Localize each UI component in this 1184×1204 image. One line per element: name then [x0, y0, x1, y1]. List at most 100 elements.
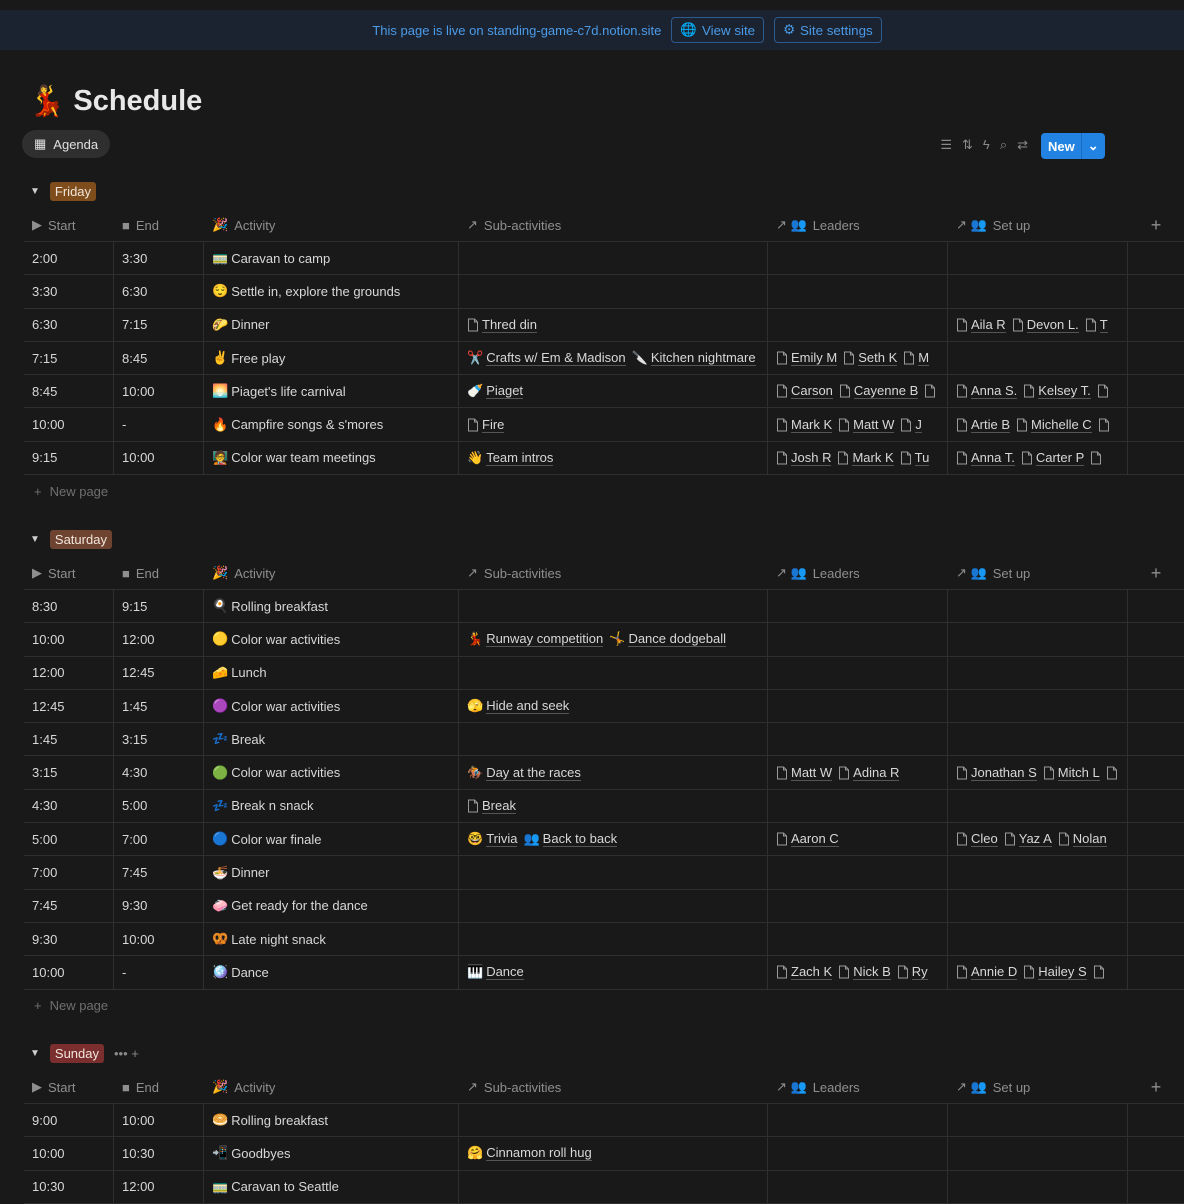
new-page-button[interactable]: + New page	[24, 475, 1184, 507]
setup-cell[interactable]	[948, 723, 1128, 756]
activity-cell[interactable]: 🌮 Dinner	[204, 308, 459, 341]
activity-title[interactable]: Break	[231, 731, 266, 747]
setup-cell[interactable]	[948, 1170, 1128, 1203]
sub-activities-cell[interactable]: 🤓 Trivia 👥 Back to back	[459, 823, 768, 856]
activity-title[interactable]: Free play	[231, 350, 286, 366]
setup-person-link[interactable]: Mitch L	[1043, 765, 1100, 781]
sub-activities-cell[interactable]: 👋 Team intros	[459, 441, 768, 475]
add-column-button[interactable]: +	[1150, 1076, 1162, 1097]
table-row[interactable]: 7:45 9:30 🧼 Get ready for the dance	[24, 889, 1184, 923]
sub-activity-link[interactable]: 💃 Runway competition	[467, 631, 604, 648]
activity-cell[interactable]: 🍳 Rolling breakfast	[204, 590, 459, 623]
leaders-cell[interactable]	[768, 689, 948, 723]
dancer-icon[interactable]: 💃	[28, 85, 66, 118]
setup-cell[interactable]	[948, 856, 1128, 889]
setup-cell[interactable]: Aila R Devon L. T	[948, 308, 1128, 341]
table-row[interactable]: 9:30 10:00 🥨 Late night snack	[24, 922, 1184, 957]
leaders-cell[interactable]: Aaron C	[768, 823, 948, 856]
table-row[interactable]: 2:00 3:30 🚃 Caravan to camp	[24, 242, 1184, 276]
sub-activities-cell[interactable]: ✂️ Crafts w/ Em & Madison 🔪 Kitchen nightma…	[459, 341, 768, 375]
end-cell[interactable]: -	[114, 956, 204, 989]
setup-person-link[interactable]	[1093, 965, 1108, 979]
column-header-end[interactable]: ■ End	[114, 1071, 204, 1103]
leader-link[interactable]: Ry	[897, 964, 928, 981]
leader-link[interactable]	[924, 384, 939, 398]
activity-title[interactable]: Break n snack	[231, 798, 314, 814]
setup-person-link[interactable]	[1098, 418, 1113, 432]
activity-title[interactable]: Goodbyes	[231, 1145, 291, 1161]
leader-link[interactable]: Aaron C	[776, 831, 839, 848]
activity-title[interactable]: Color war activities	[231, 698, 341, 714]
column-header-set-up[interactable]: ↗ 👥 Set up	[948, 557, 1128, 589]
tab-agenda[interactable]: ▦ Agenda	[22, 130, 111, 158]
sub-activity-link[interactable]: 🏇 Day at the races	[467, 765, 581, 781]
start-cell[interactable]: 6:30	[24, 308, 114, 341]
activity-title[interactable]: Campfire songs & s'mores	[231, 417, 384, 433]
activity-cell[interactable]: 🔵 Color war finale	[204, 823, 459, 856]
leaders-cell[interactable]	[768, 308, 948, 341]
column-header-activity[interactable]: 🎉 Activity	[204, 557, 459, 589]
sub-activities-cell[interactable]: 🤗 Cinnamon roll hug	[459, 1137, 768, 1170]
sub-activity-link[interactable]: Thred din	[467, 317, 537, 333]
leader-link[interactable]: Mark K	[776, 417, 833, 433]
setup-cell[interactable]	[948, 656, 1128, 689]
sub-activity-link[interactable]: 🍼 Piaget	[467, 383, 524, 400]
end-cell[interactable]: 7:45	[114, 856, 204, 889]
setup-person-link[interactable]: Jonathan S	[956, 765, 1037, 781]
leader-link[interactable]: Josh R	[776, 450, 832, 466]
leaders-cell[interactable]	[768, 922, 948, 956]
activity-cell[interactable]: 🚃 Caravan to camp	[204, 242, 459, 275]
start-cell[interactable]: 3:15	[24, 756, 114, 789]
setup-person-link[interactable]: Hailey S	[1023, 964, 1087, 981]
setup-person-link[interactable]: Cleo	[956, 831, 998, 848]
leader-link[interactable]: Emily M	[776, 350, 838, 367]
leader-link[interactable]: J	[900, 417, 922, 433]
sub-activities-cell[interactable]	[459, 1170, 768, 1203]
setup-cell[interactable]: Annie D Hailey S	[948, 956, 1128, 989]
setup-cell[interactable]	[948, 242, 1128, 275]
activity-title[interactable]: Piaget's life carnival	[231, 383, 346, 399]
column-header-activity[interactable]: 🎉 Activity	[204, 1071, 459, 1103]
table-row[interactable]: 10:00 12:00 🟡 Color war activities 💃 Runway c…	[24, 623, 1184, 657]
end-cell[interactable]: 7:00	[114, 823, 204, 856]
table-row[interactable]: 7:00 7:45 🍜 Dinner	[24, 856, 1184, 890]
table-row[interactable]: 3:15 4:30 🟢 Color war activities 🏇 Day at the…	[24, 756, 1184, 790]
sub-activities-cell[interactable]	[459, 275, 768, 308]
setup-person-link[interactable]: Yaz A	[1004, 831, 1052, 848]
end-cell[interactable]: 12:00	[114, 623, 204, 656]
end-cell[interactable]: 10:00	[114, 375, 204, 408]
sub-activity-link[interactable]: Fire	[467, 417, 505, 433]
activity-cell[interactable]: 📲 Goodbyes	[204, 1137, 459, 1170]
setup-cell[interactable]: Jonathan S Mitch L	[948, 756, 1128, 789]
activity-title[interactable]: Color war activities	[231, 631, 341, 647]
sub-activities-cell[interactable]: 🏇 Day at the races	[459, 756, 768, 789]
new-page-button[interactable]: + New page	[24, 990, 1184, 1022]
leader-link[interactable]: Cayenne B	[839, 383, 919, 400]
page-title[interactable]: Schedule	[73, 85, 203, 117]
column-header-set-up[interactable]: ↗ 👥 Set up	[948, 1071, 1128, 1103]
settings-icon[interactable]: ⇄	[1017, 137, 1028, 152]
leaders-cell[interactable]	[768, 856, 948, 889]
activity-title[interactable]: Lunch	[231, 665, 267, 681]
end-cell[interactable]: 9:15	[114, 590, 204, 623]
sort-icon[interactable]: ⇅	[962, 137, 973, 152]
setup-cell[interactable]: Anna T. Carter P	[948, 441, 1128, 475]
activity-cell[interactable]: 🌅 Piaget's life carnival	[204, 375, 459, 408]
activity-cell[interactable]: 🧀 Lunch	[204, 656, 459, 689]
sub-activities-cell[interactable]: Thred din	[459, 308, 768, 341]
end-cell[interactable]: 3:15	[114, 723, 204, 756]
leaders-cell[interactable]: Mark K Matt W J	[768, 408, 948, 441]
add-column-button[interactable]: +	[1150, 562, 1162, 583]
setup-cell[interactable]: Anna S. Kelsey T.	[948, 375, 1128, 408]
leaders-cell[interactable]	[768, 1104, 948, 1137]
leaders-cell[interactable]: Josh R Mark K Tu	[768, 441, 948, 475]
start-cell[interactable]: 3:30	[24, 275, 114, 308]
sub-activities-cell[interactable]	[459, 723, 768, 756]
setup-person-link[interactable]: T	[1085, 317, 1108, 333]
end-cell[interactable]: 10:00	[114, 922, 204, 956]
activity-title[interactable]: Color war activities	[231, 765, 341, 781]
site-settings-button[interactable]: ⚙ Site settings	[774, 17, 882, 43]
start-cell[interactable]: 4:30	[24, 789, 114, 823]
activity-title[interactable]: Rolling breakfast	[231, 598, 329, 614]
sub-activities-cell[interactable]	[459, 656, 768, 689]
